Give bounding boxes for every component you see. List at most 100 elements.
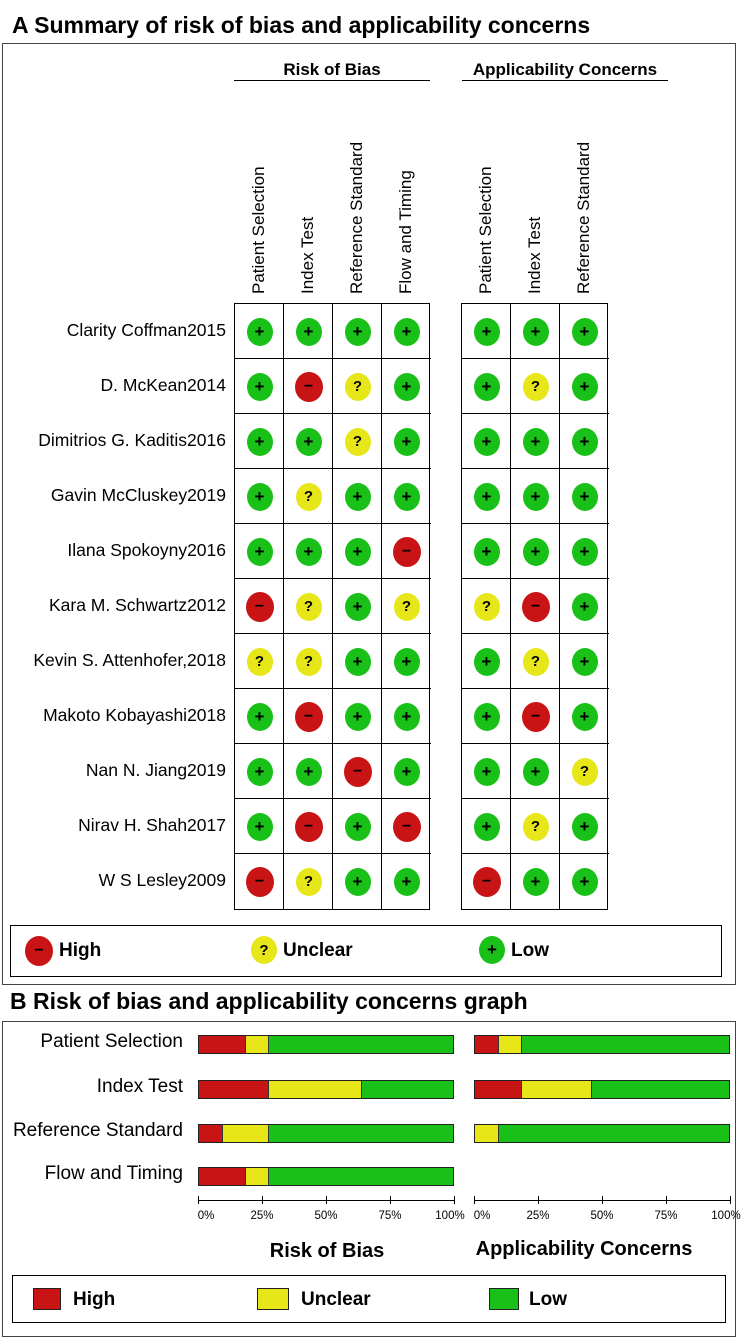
ac-cell: + <box>462 689 511 744</box>
bar-segment-low <box>268 1125 453 1142</box>
x-tick-label: 25% <box>250 1210 274 1222</box>
rob-cell: + <box>382 689 431 744</box>
risk-low-icon: + <box>571 867 598 896</box>
rob-cell: + <box>235 744 284 799</box>
ac-cell: + <box>560 634 609 689</box>
risk-low-icon: + <box>246 372 273 401</box>
risk-low-icon: + <box>473 812 500 841</box>
risk-low-icon: + <box>393 867 420 896</box>
x-tick-label: 75% <box>378 1210 402 1222</box>
risk-high-icon: − <box>392 811 421 842</box>
rob-cell: + <box>284 414 333 469</box>
rob-cell: ? <box>284 854 333 909</box>
ac-cell: + <box>560 579 609 634</box>
rob-cell: + <box>284 304 333 359</box>
rob-cell: − <box>382 799 431 854</box>
rob-group-heading: Risk of Bias <box>283 60 381 79</box>
rob-stacked-bar <box>198 1124 454 1143</box>
risk-low-icon: + <box>246 427 273 456</box>
rob-cell: + <box>333 634 382 689</box>
risk-high-icon: − <box>245 866 274 897</box>
ac-cell: − <box>511 579 560 634</box>
x-axis-tick <box>474 1196 475 1204</box>
risk-low-icon: + <box>522 427 549 456</box>
ac-cell: + <box>511 414 560 469</box>
rob-cell: − <box>382 524 431 579</box>
risk-low-icon: + <box>473 702 500 731</box>
x-tick-label: 100% <box>711 1210 741 1222</box>
ac-summary-grid: + + + +? + + + + + + + + + +? − + +? + + − + + +? +? + − + + <box>461 303 609 910</box>
ac-cell: − <box>511 689 560 744</box>
risk-low-icon: + <box>246 757 273 786</box>
rob-cell: + <box>235 414 284 469</box>
study-name: Kara M. Schwartz2012 <box>48 595 226 615</box>
risk-low-icon: + <box>571 482 598 511</box>
risk-low-icon: + <box>344 812 371 841</box>
risk-low-icon: + <box>295 537 322 566</box>
x-axis-tick <box>326 1196 327 1204</box>
ac-cell: + <box>560 689 609 744</box>
risk-high-icon: − <box>392 536 421 567</box>
risk-low-icon: + <box>246 812 273 841</box>
panel-b-legend: High Unclear Low <box>12 1275 726 1323</box>
rob-column-header: Reference Standard <box>346 141 366 294</box>
risk-low-icon: + <box>473 317 500 346</box>
x-axis-tick <box>666 1196 667 1204</box>
x-tick-label: 25% <box>526 1210 550 1222</box>
study-name: Kevin S. Attenhofer,2018 <box>33 650 226 670</box>
study-name: Nan N. Jiang2019 <box>85 760 226 780</box>
ac-cell: + <box>511 469 560 524</box>
risk-low-icon: + <box>393 427 420 456</box>
panel-b-title: B Risk of bias and applicability concern… <box>10 988 528 1014</box>
ac-cell: ? <box>511 634 560 689</box>
risk-low-icon: + <box>571 647 598 676</box>
x-axis-tick <box>538 1196 539 1204</box>
bar-segment-low <box>521 1036 729 1053</box>
rob-cell: + <box>235 359 284 414</box>
ac-stacked-bar <box>474 1035 730 1054</box>
domain-label: Patient Selection <box>40 1031 183 1052</box>
risk-high-icon: − <box>521 591 550 622</box>
risk-low-icon: + <box>571 592 598 621</box>
rob-cell: + <box>235 524 284 579</box>
rob-cell: ? <box>333 359 382 414</box>
risk-unclear-icon: ? <box>393 592 420 621</box>
risk-low-icon: + <box>473 372 500 401</box>
ac-cell: + <box>462 744 511 799</box>
ac-cell: + <box>560 524 609 579</box>
x-tick-label: 0% <box>473 1210 491 1222</box>
rob-cell: + <box>382 414 431 469</box>
rob-cell: − <box>333 744 382 799</box>
ac-cell: + <box>560 304 609 359</box>
x-tick-label: 50% <box>590 1210 614 1222</box>
bar-segment-low <box>268 1168 453 1185</box>
risk-low-icon: + <box>344 482 371 511</box>
rob-cell: + <box>333 854 382 909</box>
rob-axis-title: Risk of Bias <box>269 1240 385 1262</box>
risk-low-icon: + <box>522 537 549 566</box>
risk-low-icon: + <box>473 427 500 456</box>
legend-high-label: High <box>59 940 102 961</box>
bar-segment-high <box>199 1125 223 1142</box>
panel-a-title: A Summary of risk of bias and applicabil… <box>12 12 591 38</box>
risk-high-icon: − <box>294 811 323 842</box>
risk-low-icon: + <box>246 482 273 511</box>
rob-column-header: Patient Selection <box>248 166 268 294</box>
rob-column-header: Index Test <box>297 216 317 294</box>
ac-group-underline <box>462 80 668 81</box>
bar-segment-low <box>590 1081 729 1098</box>
rob-cell: − <box>284 359 333 414</box>
bar-segment-low <box>498 1125 729 1142</box>
risk-unclear-icon: ? <box>522 372 549 401</box>
rob-stacked-bar <box>198 1167 454 1186</box>
ac-cell: ? <box>462 579 511 634</box>
rob-column-header: Flow and Timing <box>395 170 415 294</box>
rob-cell: ? <box>284 579 333 634</box>
rob-cell: + <box>284 744 333 799</box>
risk-low-icon: + <box>246 317 273 346</box>
risk-low-icon: + <box>344 537 371 566</box>
risk-low-icon: + <box>571 537 598 566</box>
risk-unclear-icon: ? <box>344 372 371 401</box>
x-axis-tick <box>454 1196 455 1204</box>
risk-low-icon: + <box>295 317 322 346</box>
